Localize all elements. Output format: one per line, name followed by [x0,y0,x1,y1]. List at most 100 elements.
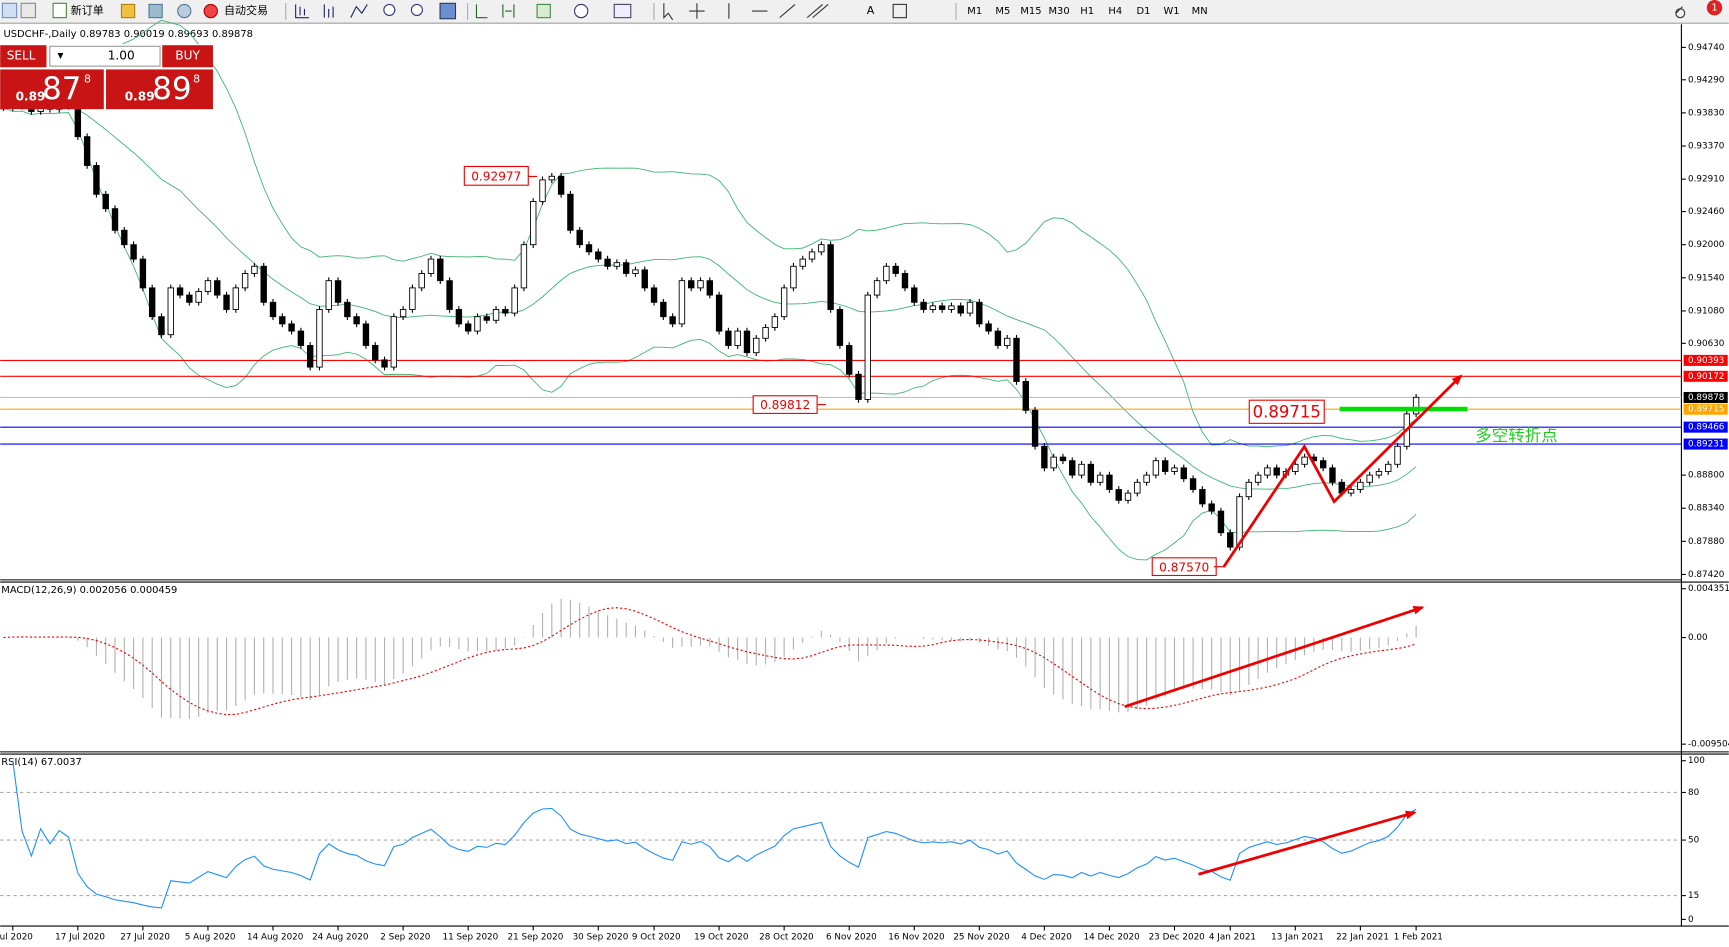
rsi-tick-label: 100 [1688,756,1705,766]
zoom-out[interactable] [410,3,423,16]
candle [74,105,82,138]
candle [1329,467,1336,483]
templates[interactable] [613,3,632,19]
sell-price-big[interactable]: 0.89 [16,90,46,104]
candle [539,179,546,202]
candle [1412,396,1420,415]
candle [1041,445,1048,469]
icon[interactable] [20,2,37,19]
icon[interactable] [177,3,192,19]
candle [985,323,992,332]
candle [409,287,416,310]
candle [976,301,983,325]
buy-label[interactable]: BUY [175,49,200,63]
timeframe-button[interactable]: M5 [995,6,1010,17]
x-tick-label: 27 Jul 2020 [120,933,170,943]
candle [93,165,100,195]
toolbar: 新订单 自动交易 A M1 M5 M15 M30 H1 H4 D1 W1 MN 1 [0,0,1729,24]
sell-button[interactable] [0,45,47,68]
indicators[interactable] [536,3,551,19]
icon[interactable] [1,2,18,19]
toolbar-bg [0,0,1729,24]
candle [1273,467,1280,476]
buy-price-box[interactable] [106,69,213,110]
notification-badge[interactable] [1706,0,1723,16]
search[interactable] [1675,6,1686,19]
drawing-tools[interactable] [663,3,829,21]
candle [334,280,342,303]
icon[interactable] [148,3,163,19]
timeframe-button[interactable]: M1 [967,6,982,17]
timeframe-button[interactable]: MN [1192,6,1208,17]
sell-price-box[interactable] [0,69,104,110]
candle [279,316,286,325]
icons[interactable] [475,4,515,19]
icon[interactable] [52,2,67,19]
candle [771,316,779,328]
timeframe-button[interactable]: W1 [1163,6,1179,17]
candle [1227,532,1234,548]
icons[interactable] [295,4,368,19]
sell-price-pips[interactable]: 87 [42,71,81,107]
candle [948,305,955,310]
candle [604,258,611,267]
lot-value[interactable]: 1.00 [108,49,135,63]
candle [557,175,565,195]
timeframe-button[interactable]: M15 [1020,6,1041,17]
icon[interactable] [203,3,218,19]
text-tool[interactable]: A [867,4,875,17]
candle [530,201,537,246]
candle [83,136,91,166]
bollinger-band [3,19,1417,448]
timeframe-button[interactable]: H1 [1080,6,1094,17]
plot: 0.94740 0.94290 0.93830 0.93370 0.92910 0.924… [0,19,1729,943]
candle [297,330,305,346]
lot-input[interactable] [49,45,161,67]
level-label-bg [1683,421,1728,433]
sell-label[interactable]: SELL [7,49,36,63]
notification-count[interactable]: 1 [1711,3,1717,14]
candle [818,244,825,253]
zoom-in[interactable] [383,3,396,16]
y-tick-label: 0.87420 [1688,570,1725,580]
buy-price-pips[interactable]: 89 [152,71,191,107]
candle [474,316,481,332]
buy-price-big[interactable]: 0.89 [125,90,155,104]
x-tick-label: 14 Dec 2020 [1084,933,1141,943]
x-tick-label: 22 Jan 2021 [1336,933,1389,943]
level-label-bg [1683,370,1728,382]
sell-price-frac[interactable]: 8 [84,72,91,85]
lot-down[interactable]: ▼ [58,51,64,60]
timeframe-button[interactable]: D1 [1136,6,1150,17]
auto-trading-button[interactable]: 自动交易 [224,3,268,17]
x-tick-label: 17 Jul 2020 [55,933,105,943]
rsi-line [12,760,1417,909]
candle [1004,337,1011,346]
candle [1254,474,1262,483]
new-order-button[interactable]: 新订单 [71,3,104,17]
timeframe-button[interactable]: H4 [1108,6,1122,17]
macd-tick-label: 0.00 [1688,633,1708,643]
candle [613,262,621,267]
icon[interactable] [120,3,136,19]
candle [762,327,769,339]
candle [855,373,862,400]
buy-price-frac[interactable]: 8 [193,72,200,85]
candle [966,301,974,314]
timeframe-button[interactable]: M30 [1049,6,1070,17]
y-tick-label: 0.94740 [1688,43,1725,53]
candle [846,345,853,375]
current-price-label: 0.89878 [1688,393,1724,403]
candle [1199,489,1206,505]
candle [316,309,323,368]
candle [511,287,518,314]
x-tick-label: 5 Aug 2020 [185,933,236,943]
buy-button[interactable] [162,45,213,68]
label-tool[interactable] [892,3,907,19]
tile[interactable] [439,2,457,20]
periods[interactable] [574,3,589,19]
trade-panel: SELL ▼ 1.00 BUY 0.89 87 8 0.89 89 8 [0,44,213,110]
chart-title: USDCHF-,Daily 0.89783 0.90019 0.89693 0.… [3,29,252,40]
x-tick-label: 9 Oct 2020 [632,933,681,943]
y-tick-label: 0.90630 [1688,339,1725,349]
